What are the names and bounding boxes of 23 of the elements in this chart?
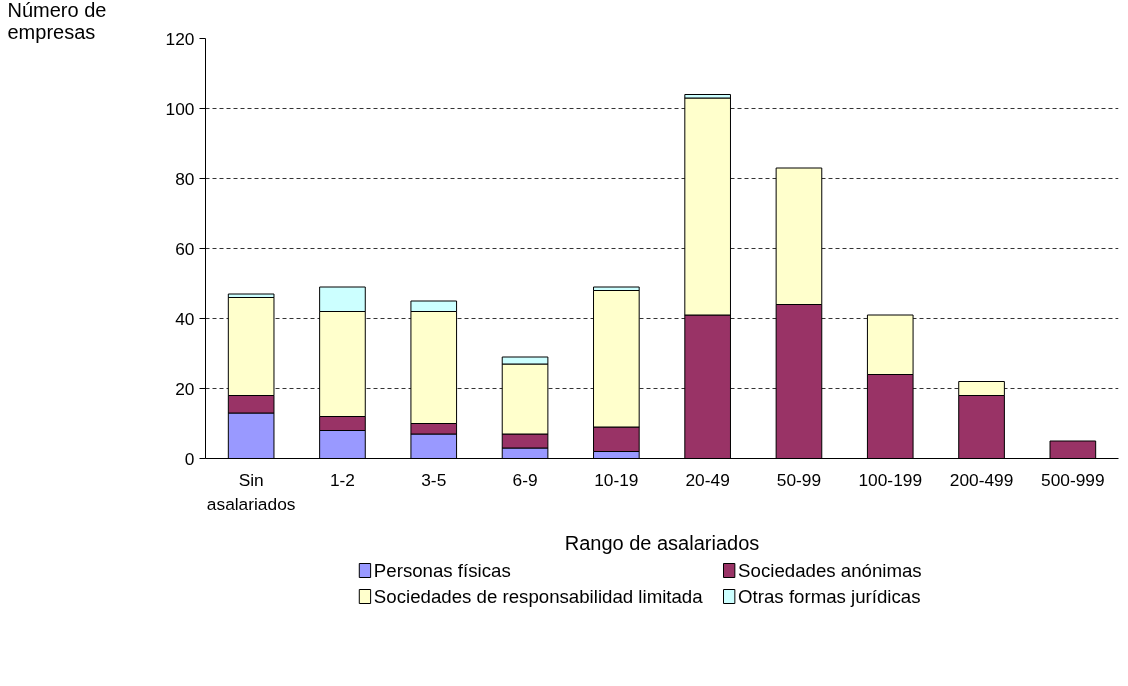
legend-label: Sociedades anónimas	[738, 560, 922, 581]
x-tick-label: Sin asalariados	[206, 469, 296, 514]
y-tick-label: 40	[175, 308, 195, 329]
y-tick-label: 20	[175, 378, 195, 399]
x-tick-label: 1-2	[329, 469, 355, 490]
legend-label: Sociedades de responsabilidad limitada	[373, 586, 704, 607]
x-tick-label: 500-999	[1041, 469, 1105, 490]
legend-label: Otras formas jurídicas	[738, 586, 921, 607]
y-tick-label: 100	[165, 98, 195, 119]
legend-label: Personas físicas	[373, 560, 511, 581]
x-tick-label: 100-199	[858, 469, 923, 490]
x-tick-label: 3-5	[421, 469, 447, 490]
y-tick-label: 120	[165, 28, 195, 49]
x-tick-label: 6-9	[512, 469, 538, 490]
y-tick-label: 60	[175, 238, 195, 259]
y-tick-label: 80	[175, 168, 195, 189]
x-tick-label: 10-19	[594, 469, 639, 490]
x-tick-label: 50-99	[776, 469, 822, 490]
y-tick-label: 0	[184, 448, 195, 469]
x-tick-label: 200-499	[949, 469, 1014, 490]
x-axis-title: Rango de asalariados	[564, 531, 760, 554]
x-tick-label: 20-49	[685, 469, 730, 490]
y-axis-title: Número de empresas	[7, 0, 107, 43]
